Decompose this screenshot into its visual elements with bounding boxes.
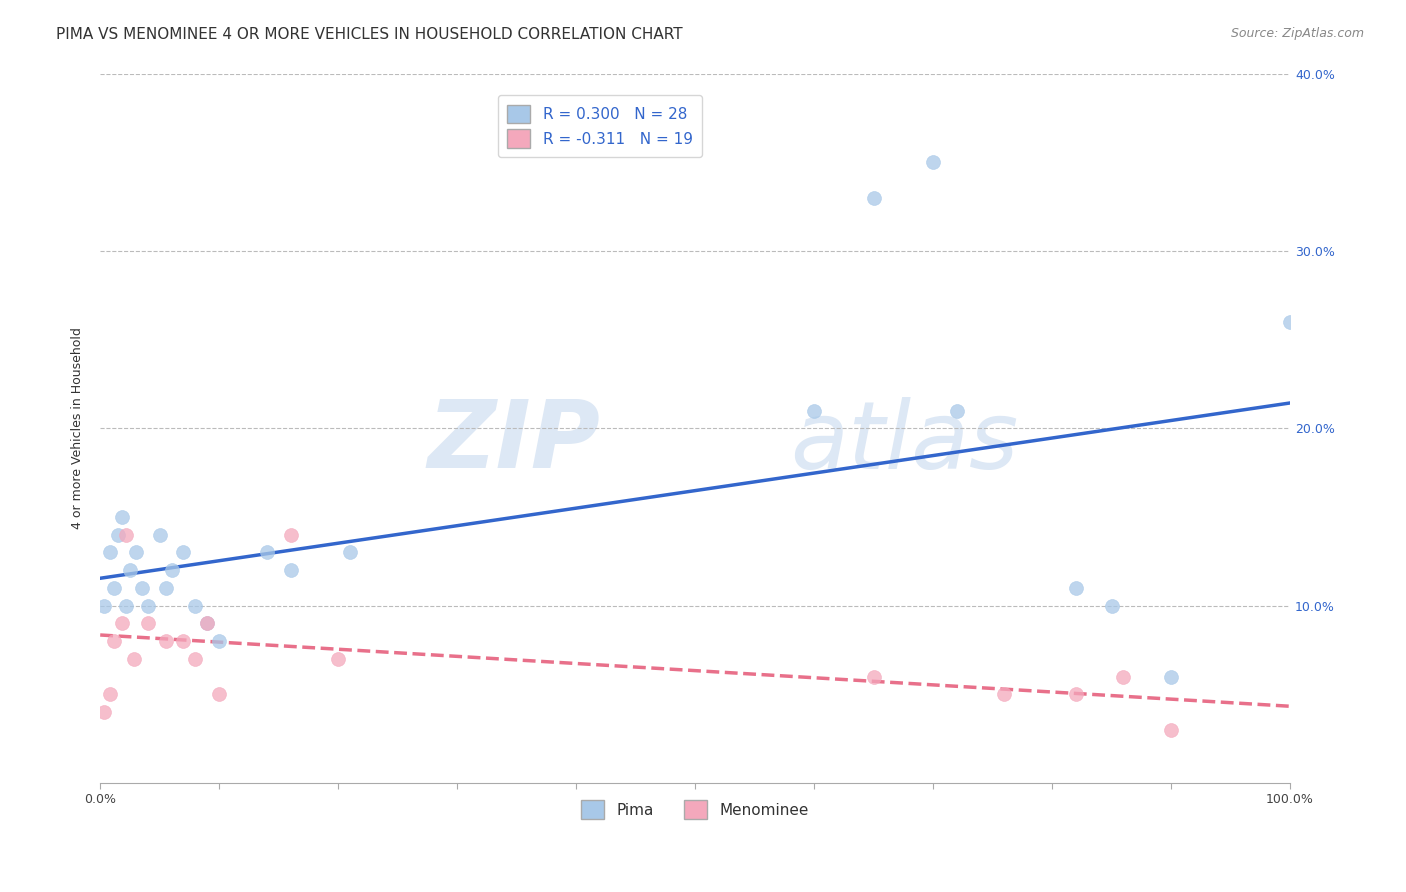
Point <box>1064 687 1087 701</box>
Text: PIMA VS MENOMINEE 4 OR MORE VEHICLES IN HOUSEHOLD CORRELATION CHART: PIMA VS MENOMINEE 4 OR MORE VEHICLES IN … <box>56 27 683 42</box>
Point <box>280 527 302 541</box>
Point <box>1112 670 1135 684</box>
Point <box>136 616 159 631</box>
Point <box>862 670 884 684</box>
Point <box>115 599 138 613</box>
Point <box>125 545 148 559</box>
Point <box>149 527 172 541</box>
Point <box>862 191 884 205</box>
Point <box>111 616 134 631</box>
Point <box>103 581 125 595</box>
Point <box>946 403 969 417</box>
Point <box>1279 315 1302 329</box>
Point <box>195 616 218 631</box>
Point <box>93 705 115 719</box>
Point <box>803 403 825 417</box>
Point <box>173 545 195 559</box>
Point <box>107 527 129 541</box>
Y-axis label: 4 or more Vehicles in Household: 4 or more Vehicles in Household <box>72 327 84 529</box>
Point <box>93 599 115 613</box>
Point <box>136 599 159 613</box>
Point <box>98 545 121 559</box>
Point <box>993 687 1015 701</box>
Point <box>115 527 138 541</box>
Text: ZIP: ZIP <box>427 396 600 489</box>
Point <box>155 634 177 648</box>
Point <box>98 687 121 701</box>
Text: Source: ZipAtlas.com: Source: ZipAtlas.com <box>1230 27 1364 40</box>
Point <box>160 563 183 577</box>
Point <box>208 634 231 648</box>
Point <box>328 652 350 666</box>
Point <box>184 652 207 666</box>
Point <box>922 155 945 169</box>
Point <box>1160 723 1182 737</box>
Point <box>1064 581 1087 595</box>
Point <box>103 634 125 648</box>
Text: atlas: atlas <box>790 397 1018 488</box>
Point <box>118 563 141 577</box>
Point <box>1101 599 1123 613</box>
Point <box>195 616 218 631</box>
Legend: Pima, Menominee: Pima, Menominee <box>575 794 815 825</box>
Point <box>111 510 134 524</box>
Point <box>184 599 207 613</box>
Point <box>256 545 278 559</box>
Point <box>280 563 302 577</box>
Point <box>1160 670 1182 684</box>
Point <box>155 581 177 595</box>
Point <box>208 687 231 701</box>
Point <box>122 652 145 666</box>
Point <box>131 581 153 595</box>
Point <box>339 545 361 559</box>
Point <box>173 634 195 648</box>
